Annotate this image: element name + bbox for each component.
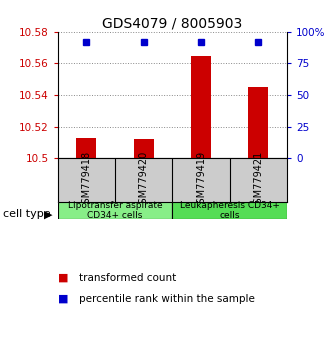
Text: percentile rank within the sample: percentile rank within the sample <box>79 294 255 304</box>
Text: GSM779419: GSM779419 <box>196 150 206 210</box>
Bar <box>134 139 154 158</box>
Text: Lipotransfer aspirate
CD34+ cells: Lipotransfer aspirate CD34+ cells <box>68 201 162 220</box>
Text: transformed count: transformed count <box>79 273 177 283</box>
Title: GDS4079 / 8005903: GDS4079 / 8005903 <box>102 17 243 31</box>
Text: GSM779420: GSM779420 <box>139 150 149 210</box>
Bar <box>191 56 211 158</box>
Text: ■: ■ <box>58 273 68 283</box>
Text: ■: ■ <box>58 294 68 304</box>
Bar <box>173 202 287 219</box>
Text: Leukapheresis CD34+
cells: Leukapheresis CD34+ cells <box>180 201 280 220</box>
Bar <box>248 87 269 158</box>
Text: ▶: ▶ <box>44 209 52 219</box>
Text: GSM779421: GSM779421 <box>253 150 263 210</box>
Bar <box>76 138 96 158</box>
Text: cell type: cell type <box>3 209 51 219</box>
Bar <box>58 202 173 219</box>
Text: GSM779418: GSM779418 <box>82 150 91 210</box>
